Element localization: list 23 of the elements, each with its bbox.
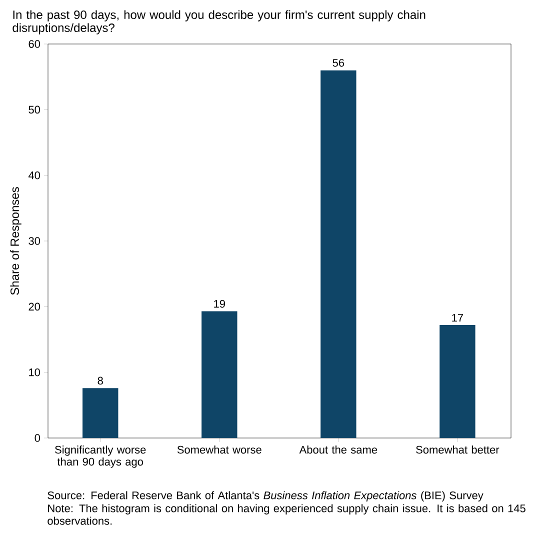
data-label: 17 [452,314,464,322]
bar [320,70,356,438]
bar [440,325,476,438]
x-tick-label: Significantly worse than 90 days ago [55,446,146,468]
y-axis-title: Share of Responses [10,187,22,295]
data-label: 19 [214,300,225,308]
data-label: 56 [332,58,344,67]
y-tick-label: 50 [28,106,40,114]
text: Note: The histogram is conditional on having experienced supply chain issue. It is based on 145 observations. [48,504,526,525]
x-tick-label: About the same [299,446,378,454]
x-tick-label: Somewhat better [416,446,500,454]
y-tick-label: 60 [28,40,40,48]
y-tick-label: 0 [34,434,40,442]
bar [82,388,118,438]
y-tick-label: 40 [28,171,40,180]
y-tick-label: 20 [28,302,40,311]
y-tick-label: 10 [29,368,40,376]
chart-title: In the past 90 days, how would you describe your firm's current supply chain disruptions/delays? [12,10,426,34]
source-note: Source: Federal Reserve Bank of Atlanta's Business Inflation Expectations (BIE) Survey [48,491,484,502]
data-label: 8 [98,376,103,385]
y-tick-label: 30 [28,237,40,245]
bar [202,311,238,438]
x-tick-label: Somewhat worse [177,446,262,454]
